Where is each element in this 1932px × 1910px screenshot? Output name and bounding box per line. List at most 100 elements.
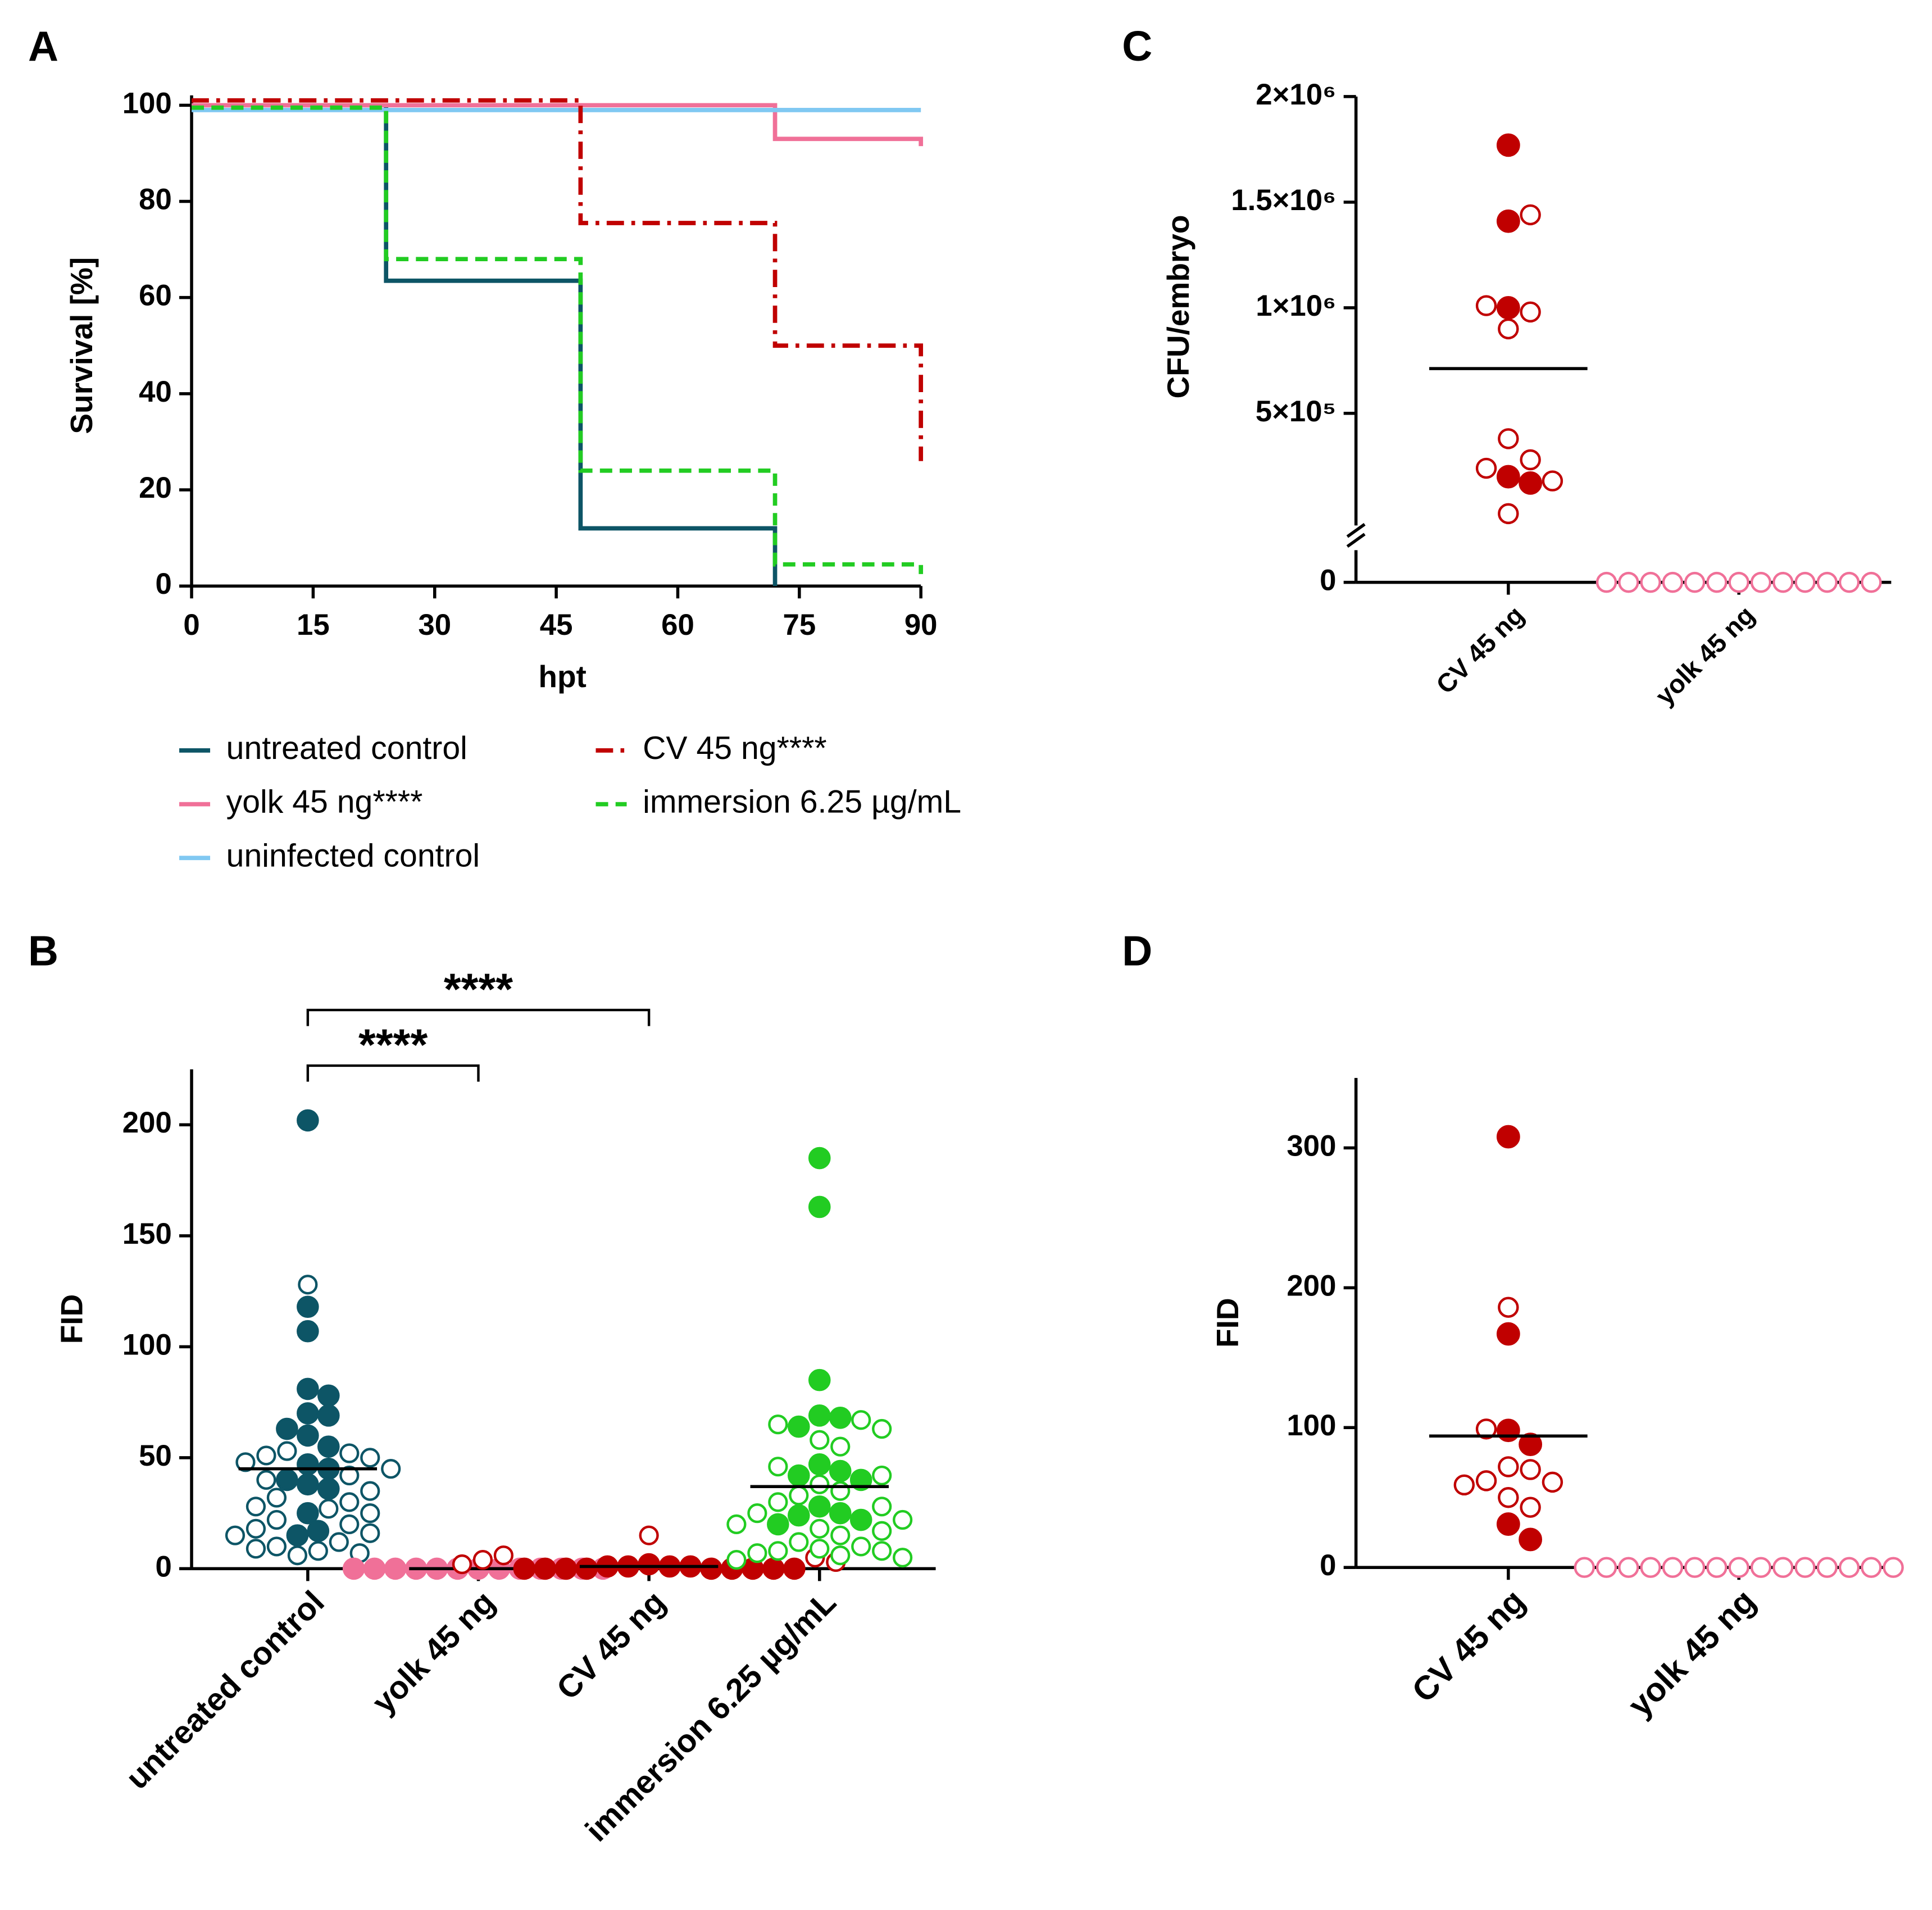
open-point	[768, 1415, 788, 1435]
open-point	[747, 1543, 767, 1563]
open-point	[246, 1518, 266, 1539]
x-tick-label: CV 45 ng	[1430, 600, 1530, 699]
open-point	[872, 1541, 892, 1561]
filled-point	[1496, 465, 1520, 489]
open-point	[1498, 1487, 1519, 1508]
open-point	[235, 1452, 256, 1472]
open-point	[1861, 1557, 1882, 1578]
significance-bracket	[306, 1064, 480, 1082]
open-point	[472, 1550, 493, 1570]
y-tick-label: 150	[122, 1217, 172, 1250]
y-tick-label: 40	[139, 375, 172, 408]
open-point	[1816, 1557, 1838, 1578]
open-point	[1640, 571, 1661, 593]
legend-label: immersion 6.25 µg/mL	[643, 784, 961, 820]
open-point	[1542, 1471, 1563, 1493]
filled-point	[554, 1557, 578, 1580]
open-point	[1475, 457, 1497, 479]
open-point	[266, 1488, 287, 1508]
filled-point	[829, 1459, 852, 1482]
open-point	[1595, 1557, 1617, 1578]
open-point	[319, 1499, 339, 1519]
filled-point	[1496, 1418, 1520, 1443]
open-point	[1498, 1456, 1519, 1477]
x-axis-title: hpt	[538, 659, 587, 694]
open-point	[810, 1430, 830, 1450]
panel-label: D	[1122, 927, 1152, 975]
open-point	[1816, 571, 1838, 593]
open-point	[1574, 1557, 1595, 1578]
open-point	[768, 1492, 788, 1512]
open-point	[1838, 1557, 1860, 1578]
survival-line	[192, 103, 778, 586]
open-point	[360, 1448, 380, 1468]
open-point	[872, 1521, 892, 1541]
filled-point	[829, 1406, 852, 1429]
open-point	[872, 1497, 892, 1517]
filled-point	[1496, 295, 1520, 320]
open-point	[768, 1457, 788, 1477]
survival-line	[192, 105, 924, 574]
open-point	[1520, 1497, 1541, 1518]
open-point	[1794, 571, 1816, 593]
filled-point	[297, 1424, 319, 1447]
open-point	[810, 1539, 830, 1559]
x-tick-label: untreated control	[119, 1584, 331, 1797]
open-point	[225, 1525, 246, 1545]
open-point	[851, 1410, 871, 1430]
filled-point	[297, 1473, 319, 1496]
significance-label: ****	[358, 1020, 428, 1070]
open-point	[381, 1459, 401, 1479]
y-tick-label: 2×10⁶	[1256, 78, 1336, 111]
y-tick-label: 0	[155, 567, 171, 601]
filled-point	[297, 1402, 319, 1425]
filled-point	[307, 1520, 330, 1543]
filled-point	[808, 1147, 831, 1170]
open-point	[1706, 1557, 1728, 1578]
open-point	[256, 1470, 276, 1490]
open-point	[298, 1275, 318, 1295]
filled-point	[575, 1557, 598, 1580]
filled-point	[788, 1504, 810, 1527]
open-point	[266, 1536, 287, 1557]
filled-point	[297, 1502, 319, 1525]
x-tick-label: 15	[297, 608, 330, 642]
open-point	[872, 1418, 892, 1439]
open-point	[830, 1545, 851, 1566]
open-point	[360, 1481, 380, 1501]
x-tick-label: yolk 45 ng	[365, 1584, 502, 1721]
y-tick-label: 0	[1320, 1549, 1336, 1582]
y-axis-title: Survival [%]	[64, 257, 99, 434]
open-point	[893, 1548, 913, 1568]
open-point	[1640, 1557, 1661, 1578]
open-point	[639, 1525, 659, 1545]
open-point	[851, 1536, 871, 1557]
y-axis-title: FID	[1210, 1298, 1245, 1348]
panel-label: A	[28, 22, 58, 70]
x-tick-label: 0	[183, 608, 199, 642]
x-tick-label: CV 45 ng	[550, 1584, 672, 1707]
filled-point	[638, 1553, 660, 1576]
open-point	[1595, 571, 1617, 593]
open-point	[726, 1550, 747, 1570]
open-point	[830, 1525, 851, 1545]
y-tick-label: 0	[1320, 564, 1336, 597]
y-tick-label: 100	[1287, 1409, 1336, 1442]
open-point	[726, 1514, 747, 1535]
legend-label: uninfected control	[226, 838, 480, 874]
open-point	[308, 1541, 328, 1561]
open-point	[329, 1532, 349, 1552]
filled-point	[534, 1557, 557, 1580]
filled-point	[317, 1477, 340, 1500]
legend-label: CV 45 ng****	[643, 730, 826, 766]
y-axis-title: CFU/embryo	[1161, 215, 1195, 398]
x-tick-label: CV 45 ng	[1404, 1582, 1532, 1709]
open-point	[339, 1443, 360, 1463]
filled-point	[829, 1502, 852, 1525]
y-axis-title: FID	[54, 1294, 89, 1344]
filled-point	[808, 1495, 831, 1518]
open-point	[1475, 1418, 1497, 1440]
open-point	[1618, 1557, 1639, 1578]
open-point	[810, 1518, 830, 1539]
